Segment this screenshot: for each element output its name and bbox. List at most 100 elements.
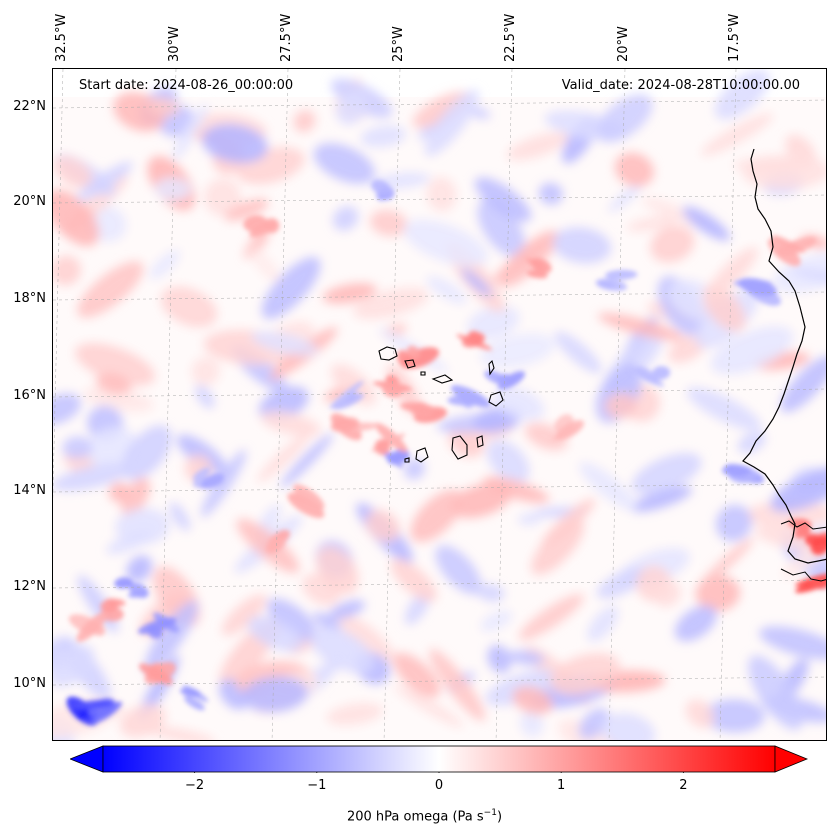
omega-patch [604,393,638,419]
omega-feature [374,439,391,455]
map-panel [52,68,827,741]
meridian-gridline [383,69,401,740]
omega-patch [493,386,545,421]
latitude-label: 10°N [13,676,46,691]
omega-feature [396,350,412,368]
omega-patch [742,154,826,190]
omega-patch [77,261,144,318]
omega-feature [400,402,436,413]
omega-patch [791,267,826,285]
omega-patch [204,178,242,216]
island-santo-antao [378,346,398,361]
omega-patch [313,143,375,184]
omega-patch [714,69,770,120]
omega-patch [412,91,469,129]
omega-patch [53,189,100,247]
omega-patch [780,355,826,413]
omega-feature [497,371,526,390]
omega-patch [435,545,482,595]
omega-patch [224,198,269,222]
omega-patch [770,465,826,512]
omega-feature [329,380,364,409]
omega-feature [555,420,585,441]
island-santiago [451,435,468,460]
omega-patch [126,555,153,583]
omega-patch [336,90,368,125]
omega-patch [76,161,133,201]
omega-feature [147,624,163,639]
omega-patch [587,606,619,642]
omega-patch [650,225,695,263]
omega-feature [652,365,671,380]
omega-patch [261,257,321,319]
omega-patch [160,286,218,328]
omega-feature [810,536,826,555]
longitude-label: 17.5°W [727,13,742,62]
omega-patch [62,436,93,460]
omega-field-features [66,179,826,726]
omega-patch [191,357,220,386]
latitude-label: 18°N [13,291,46,306]
omega-patch [578,708,610,740]
omega-patch [394,684,464,728]
omega-feature [293,484,325,510]
longitude-label: 25°W [391,26,406,62]
omega-patch [403,219,488,267]
omega-patch [519,710,544,738]
omega-patch [426,276,467,305]
omega-patch [745,500,826,529]
omega-patch [53,644,95,687]
omega-patch [293,110,316,133]
omega-patch [369,209,408,237]
omega-patch [53,393,82,425]
latitude-label: 12°N [13,579,46,594]
omega-patch [250,248,281,283]
island-sao-vicente [404,359,416,369]
omega-patch [202,124,268,164]
longitude-label: 22.5°W [503,13,518,62]
omega-patch [312,612,342,632]
omega-patch [748,655,803,730]
omega-patch [614,152,654,187]
omega-patch [517,513,542,526]
omega-patch [703,699,765,733]
omega-feature [526,269,548,279]
colorbar-tick-label: −1 [307,778,327,793]
omega-patch [531,519,585,575]
omega-patch [121,425,172,480]
omega-patch [257,431,311,483]
latitude-label: 16°N [13,388,46,403]
omega-patch [145,726,216,740]
omega-feature [605,269,638,280]
omega-feature [76,611,108,642]
meridian-gridline [159,69,177,740]
omega-patch [601,713,656,740]
omega-feature [598,280,614,290]
omega-patch [654,581,682,607]
omega-patch [686,387,762,431]
omega-patch [53,155,93,189]
omega-patch [315,545,359,595]
omega-patch [507,132,569,161]
omega-patch [75,343,155,386]
omega-feature [192,467,211,481]
omega-field-smooth [53,69,826,740]
title-band [53,69,826,97]
omega-patch [480,333,556,369]
omega-feature [738,277,777,296]
omega-patch [221,594,267,636]
omega-feature [406,345,421,359]
omega-feature [330,417,360,433]
colorbar-extend-high [774,745,808,773]
omega-feature [267,535,282,552]
omega-feature [767,238,801,267]
omega-feature [75,700,114,710]
omega-patch [518,593,584,641]
omega-feature [636,366,659,384]
omega-patch [541,498,596,548]
omega-patch [477,583,505,602]
island-maio [476,435,484,448]
meridian-gridline [608,69,626,740]
omega-patch [429,648,486,721]
cape-verde-islands [378,346,504,463]
